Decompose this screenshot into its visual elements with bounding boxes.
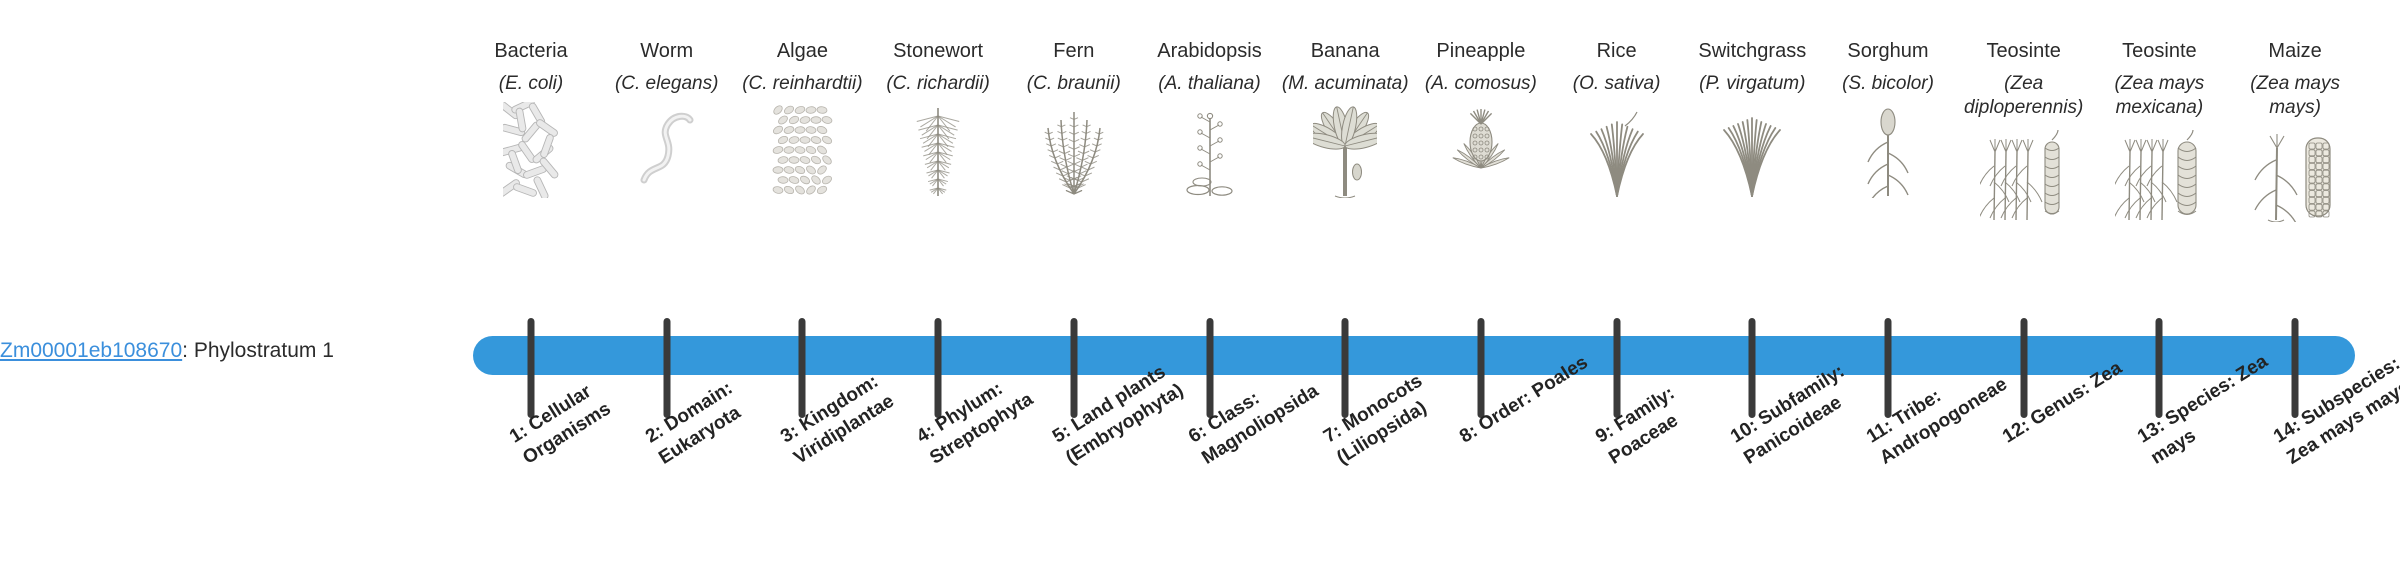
species-scientific-name: (Zea mays mays) [2250, 73, 2340, 118]
gene-phylostratum-label: Zm00001eb108670: Phylostratum 1 [0, 338, 334, 364]
species-scientific-name: (C. reinhardtii) [742, 73, 863, 94]
phylostratum-tick-14[interactable] [2291, 318, 2299, 418]
species-scientific-name: (M. acuminata) [1281, 73, 1409, 94]
species-scientific-name: (Zea mays mexicana) [2114, 73, 2205, 118]
species-common-name: Worm [640, 40, 694, 62]
species-scientific-name: (A. comosus) [1424, 73, 1537, 94]
phylostratum-tick-6[interactable] [1206, 318, 1213, 418]
species-common-name: Rice [1596, 40, 1637, 62]
phylostratum-tick-5[interactable] [1070, 318, 1078, 418]
pineapple-icon [1413, 102, 1549, 198]
species-scientific-name: (P. virgatum) [1699, 73, 1806, 94]
species-common-name: Sorghum [1847, 40, 1929, 62]
species-scientific-name: (E. coli) [498, 73, 564, 94]
phylostratum-text: Phylostratum 1 [193, 339, 334, 362]
species-common-name: Pineapple [1436, 40, 1526, 62]
phylostratum-tick-9[interactable] [1613, 318, 1621, 418]
algae-icon [734, 102, 870, 198]
gene-id-link[interactable]: Zm00001eb108670 [0, 339, 183, 362]
species-scientific-name: (S. bicolor) [1842, 73, 1934, 94]
phylostratum-bar[interactable] [473, 336, 2355, 375]
species-scientific-name: (C. richardii) [886, 73, 990, 94]
banana-icon [1277, 102, 1413, 198]
species-common-name: Teosinte [1986, 40, 2061, 62]
bacteria-icon [463, 102, 599, 198]
phylostratum-tick-10[interactable] [1748, 318, 1756, 418]
species-column-maize-14: Maize (Zea mays mays) [2227, 38, 2363, 222]
sorghum-icon [1820, 102, 1956, 198]
species-column-teosinte-13: Teosinte (Zea mays mexicana) [2091, 38, 2227, 222]
rice-icon [1549, 102, 1685, 198]
species-column-sorghum-11: Sorghum (S. bicolor) [1820, 38, 1956, 198]
species-common-name: Teosinte [2122, 40, 2197, 62]
phylostratum-tick-7[interactable] [1341, 318, 1349, 418]
arabidopsis-icon [1142, 102, 1278, 198]
species-common-name: Algae [776, 40, 828, 62]
species-common-name: Fern [1053, 40, 1095, 62]
species-column-arabidopsis-6: Arabidopsis (A. thaliana) [1142, 38, 1278, 198]
species-column-banana-7: Banana (M. acuminata) [1277, 38, 1413, 198]
species-column-teosinte-12: Teosinte (Zea diploperennis) [1956, 38, 2092, 222]
phylostratum-tick-2[interactable] [663, 318, 671, 418]
phylostratum-tick-8[interactable] [1477, 318, 1485, 418]
phylostratum-tick-3[interactable] [798, 318, 806, 418]
species-common-name: Banana [1310, 40, 1380, 62]
species-common-name: Maize [2268, 40, 2322, 62]
species-scientific-name: (C. elegans) [614, 73, 719, 94]
species-scientific-name: (C. braunii) [1026, 73, 1121, 94]
species-common-name: Arabidopsis [1157, 40, 1262, 62]
species-column-rice-9: Rice (O. sativa) [1549, 38, 1685, 198]
species-scientific-name: (O. sativa) [1572, 73, 1661, 94]
switchgrass-icon [1684, 102, 1820, 198]
species-column-bacteria-1: Bacteria (E. coli) [463, 38, 599, 198]
species-column-worm-2: Worm (C. elegans) [599, 38, 735, 198]
stonewort-icon [870, 102, 1006, 198]
worm-icon [599, 102, 735, 198]
phylostratum-tick-4[interactable] [934, 318, 942, 418]
species-column-algae-3: Algae (C. reinhardtii) [734, 38, 870, 198]
species-column-stonewort-4: Stonewort (C. richardii) [870, 38, 1006, 198]
phylostratum-tick-12[interactable] [2020, 318, 2028, 418]
teosinte-diploperennis-icon [1956, 126, 2092, 222]
phylostratum-tick-11[interactable] [1884, 318, 1892, 418]
species-scientific-name: (Zea diploperennis) [1964, 73, 2084, 118]
gene-label-separator: : [182, 339, 194, 362]
species-column-pineapple-8: Pineapple (A. comosus) [1413, 38, 1549, 198]
maize-icon [2227, 126, 2363, 222]
species-scientific-name: (A. thaliana) [1158, 73, 1261, 94]
species-column-fern-5: Fern (C. braunii) [1006, 38, 1142, 198]
fern-icon [1006, 102, 1142, 198]
species-common-name: Switchgrass [1698, 40, 1807, 62]
species-common-name: Bacteria [494, 40, 568, 62]
teosinte-mexicana-icon [2091, 126, 2227, 222]
species-common-name: Stonewort [893, 40, 984, 62]
phylostratum-tick-13[interactable] [2155, 318, 2163, 418]
phylostratum-tick-1[interactable] [527, 318, 535, 418]
species-column-switchgrass-10: Switchgrass (P. virgatum) [1684, 38, 1820, 198]
